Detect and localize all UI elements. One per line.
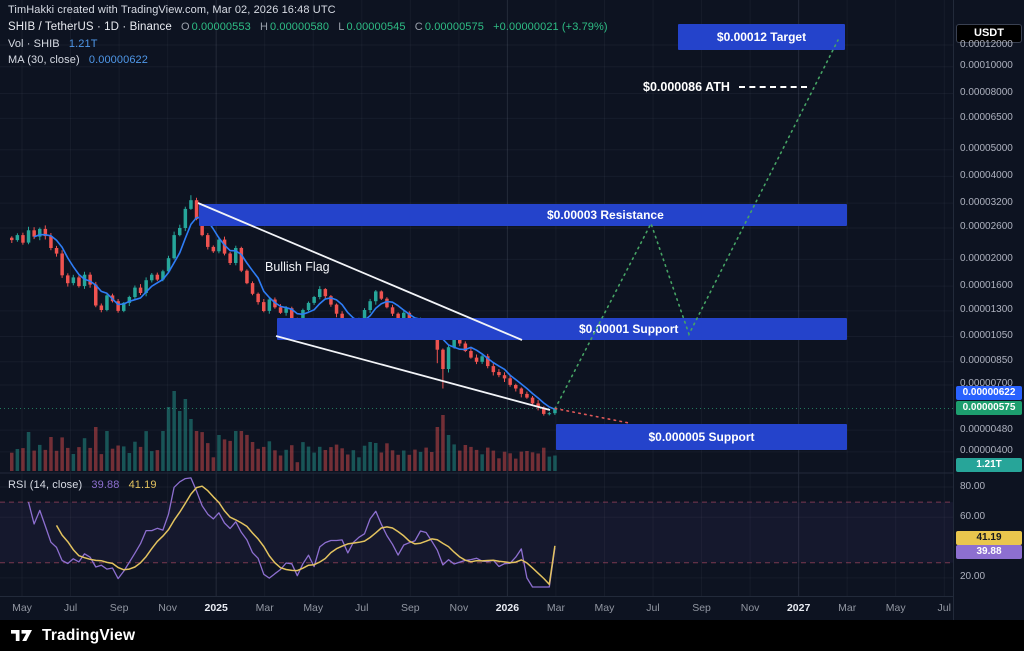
volume-badge: 1.21T — [956, 458, 1022, 472]
support-band-1[interactable]: $0.00001 Support — [277, 318, 847, 340]
price-tick-label: 0.00000400 — [960, 445, 1013, 457]
volume-label: Vol · SHIB — [8, 38, 60, 50]
time-tick-label: Nov — [740, 602, 760, 614]
time-tick-label: 2026 — [495, 602, 520, 614]
time-tick-label: May — [594, 602, 615, 614]
rsi-ma-value: 41.19 — [128, 479, 157, 491]
price-tick-label: 0.00006500 — [960, 111, 1013, 123]
price-scale[interactable]: USDT 0.00000622 0.00000575 1.21T 41.19 3… — [953, 0, 1024, 620]
rsi-value-badge: 39.88 — [956, 545, 1022, 559]
resistance-band[interactable]: $0.00003 Resistance — [199, 204, 847, 226]
price-tick-label: 0.00000850 — [960, 355, 1013, 367]
high-value: 0.00000580 — [270, 21, 330, 33]
footer-bar: TradingView — [0, 620, 1024, 651]
time-tick-label: May — [303, 602, 324, 614]
price-tick-label: 0.00004000 — [960, 169, 1013, 181]
time-tick-label: 2025 — [204, 602, 228, 614]
symbol-title: SHIB / TetherUS · 1D · Binance — [8, 21, 172, 33]
rsi-tick-label: 60.00 — [960, 510, 986, 522]
price-tick-label: 0.00001600 — [960, 279, 1013, 291]
rsi-value: 39.88 — [91, 479, 120, 491]
usdt-currency-button[interactable]: USDT — [956, 24, 1022, 43]
time-tick-label: Nov — [158, 602, 177, 614]
rsi-ma-badge: 41.19 — [956, 531, 1022, 545]
ma-legend[interactable]: MA (30, close) 0.00000622 — [8, 54, 148, 66]
rsi-legend[interactable]: RSI (14, close) 39.88 41.19 — [8, 479, 157, 491]
price-tick-label: 0.00000700 — [960, 378, 1013, 390]
time-tick-label: Sep — [109, 602, 129, 614]
ath-label: $0.000086 ATH — [643, 80, 730, 94]
time-tick-label: 2027 — [786, 602, 811, 614]
time-tick-label: May — [12, 602, 32, 614]
chart-pane[interactable]: TimHakki created with TradingView.com, M… — [0, 0, 953, 596]
ma-label: MA (30, close) — [8, 54, 80, 66]
last-price-badge: 0.00000575 — [956, 401, 1022, 415]
change-value: +0.00000021 (+3.79%) — [493, 21, 608, 33]
ath-dashed-line — [738, 86, 807, 88]
time-tick-label: Jul — [937, 602, 951, 614]
rsi-label: RSI (14, close) — [8, 479, 83, 491]
close-value: 0.00000575 — [424, 21, 484, 33]
volume-legend[interactable]: Vol · SHIB 1.21T — [8, 38, 98, 50]
price-tick-label: 0.00000480 — [960, 423, 1013, 435]
time-tick-label: Mar — [255, 602, 274, 614]
price-tick-label: 0.00001050 — [960, 329, 1013, 341]
time-tick-label: Sep — [692, 602, 711, 614]
rsi-tick-label: 80.00 — [960, 480, 986, 492]
target-box[interactable]: $0.00012 Target — [678, 24, 845, 50]
price-tick-label: 0.00010000 — [960, 60, 1013, 72]
high-label: H — [259, 21, 268, 33]
low-label: L — [338, 21, 345, 33]
price-tick-label: 0.00002000 — [960, 252, 1013, 264]
support-band-2[interactable]: $0.000005 Support — [556, 424, 847, 450]
time-tick-label: Jul — [355, 602, 369, 614]
open-label: O — [181, 21, 190, 33]
ath-annotation[interactable]: $0.000086 ATH — [643, 80, 807, 94]
time-tick-label: Nov — [449, 602, 469, 614]
price-tick-label: 0.00001300 — [960, 304, 1013, 316]
time-tick-label: May — [885, 602, 906, 614]
close-label: C — [414, 21, 423, 33]
time-tick-label: Sep — [400, 602, 420, 614]
time-tick-label: Mar — [546, 602, 565, 614]
time-scale[interactable]: May Jul Sep Nov 2025 Mar May Jul Sep Nov 2026 Mar Ma… — [0, 596, 953, 620]
credit-line: TimHakki created with TradingView.com, M… — [8, 4, 336, 16]
low-value: 0.00000545 — [346, 21, 406, 33]
price-tick-label: 0.00003200 — [960, 196, 1013, 208]
ma-value: 0.00000622 — [88, 54, 148, 66]
rsi-tick-label: 20.00 — [960, 571, 986, 583]
time-tick-label: Jul — [646, 602, 660, 614]
time-tick-label: Mar — [838, 602, 857, 614]
bullish-flag-label[interactable]: Bullish Flag — [265, 260, 330, 274]
price-tick-label: 0.00005000 — [960, 143, 1013, 155]
tradingview-logo-icon — [11, 629, 32, 641]
price-tick-label: 0.00012000 — [960, 38, 1013, 50]
candlestick-chart[interactable] — [0, 0, 953, 596]
tradingview-brand: TradingView — [42, 626, 136, 644]
symbol-legend[interactable]: SHIB / TetherUS · 1D · Binance O 0.000005… — [8, 21, 608, 33]
open-value: 0.00000553 — [191, 21, 251, 33]
ma-price-badge: 0.00000622 — [956, 386, 1022, 400]
time-tick-label: Jul — [63, 602, 78, 614]
price-tick-label: 0.00008000 — [960, 87, 1013, 98]
volume-value: 1.21T — [68, 38, 98, 50]
price-tick-label: 0.00002600 — [960, 221, 1013, 233]
